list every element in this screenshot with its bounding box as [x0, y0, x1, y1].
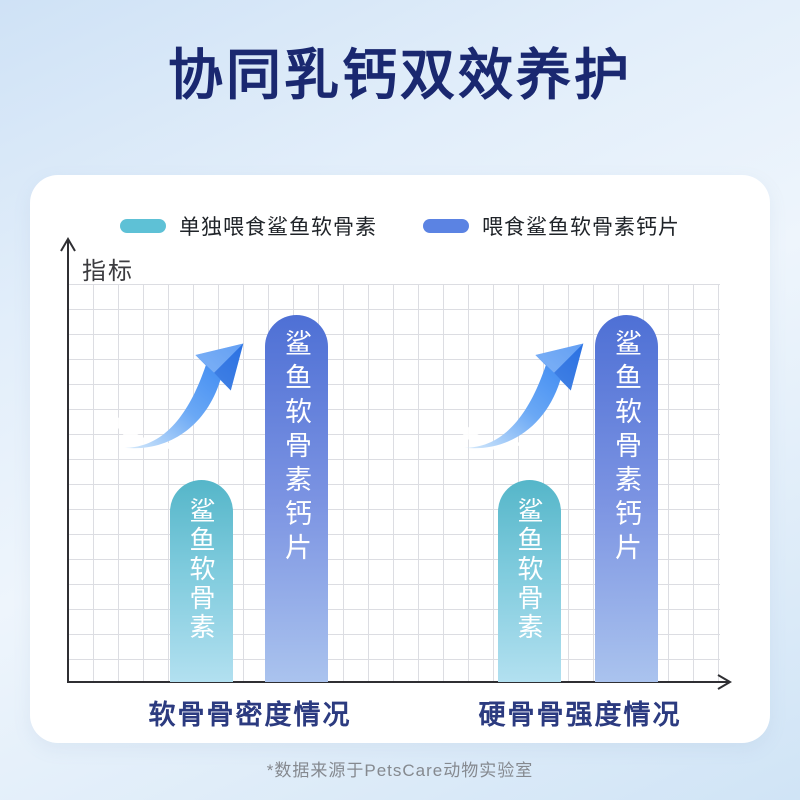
page-title: 协同乳钙双效养护: [167, 44, 632, 106]
arrow-shade: [214, 343, 244, 391]
chart-card: 单独喂食鲨鱼软骨素 喂食鲨鱼软骨素钙片 指标 鲨鱼软骨素 鲨鱼软骨素钙片 鲨鱼软…: [30, 175, 770, 743]
legend-label-calcium: 喂食鲨鱼软骨素钙片: [482, 216, 680, 239]
legend-item-calcium: 喂食鲨鱼软骨素钙片: [423, 211, 680, 241]
arrow-highlight: [195, 343, 244, 373]
legend: 单独喂食鲨鱼软骨素 喂食鲨鱼软骨素钙片: [30, 211, 770, 241]
arrow-highlight: [535, 343, 584, 373]
legend-label-cartilage: 单独喂食鲨鱼软骨素: [179, 216, 377, 239]
arrow-body: [124, 343, 244, 449]
bar-label: 鲨鱼软骨素钙片: [611, 329, 641, 567]
bar-cartilage-group2: 鲨鱼软骨素: [498, 480, 561, 682]
data-source-note: *数据来源于PetsCare动物实验室: [266, 761, 534, 780]
bar-label: 鲨鱼软骨素: [514, 497, 544, 642]
legend-swatch-teal: [120, 219, 166, 233]
bar-cartilage-group1: 鲨鱼软骨素: [170, 480, 233, 682]
arrow-shade: [554, 343, 584, 391]
growth-arrow-icon: [114, 343, 244, 450]
bar-calcium-group1: 鲨鱼软骨素钙片: [265, 315, 328, 682]
category-label-strength: 硬骨骨强度情况: [478, 700, 682, 730]
arrow-body: [464, 343, 584, 449]
bar-label: 鲨鱼软骨素: [186, 497, 216, 642]
category-label-density: 软骨骨密度情况: [148, 700, 352, 730]
y-axis-label: 指标: [82, 258, 134, 285]
bar-label: 鲨鱼软骨素钙片: [281, 329, 311, 567]
arrow-swoosh: [454, 416, 532, 450]
legend-item-cartilage: 单独喂食鲨鱼软骨素: [120, 211, 377, 241]
arrow-swoosh: [114, 416, 192, 450]
bar-calcium-group2: 鲨鱼软骨素钙片: [595, 315, 658, 682]
legend-swatch-blue: [423, 219, 469, 233]
growth-arrow-icon: [454, 343, 584, 450]
